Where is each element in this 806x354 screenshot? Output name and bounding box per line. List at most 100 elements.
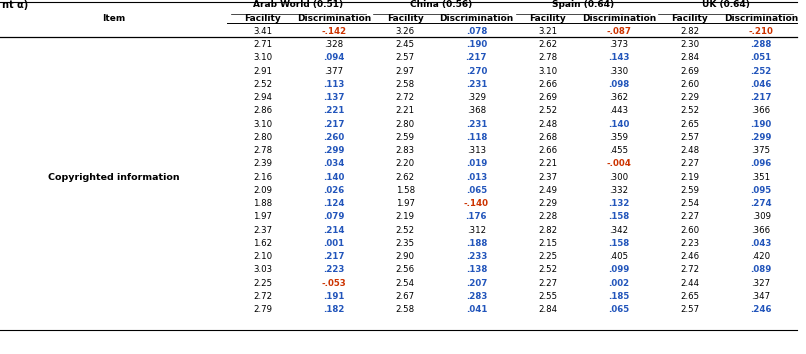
Text: 2.44: 2.44 <box>680 279 700 288</box>
Text: 2.72: 2.72 <box>253 292 272 301</box>
Text: .221: .221 <box>323 107 345 115</box>
Text: .207: .207 <box>466 279 487 288</box>
Text: Discrimination: Discrimination <box>582 14 656 23</box>
Text: 2.59: 2.59 <box>396 133 414 142</box>
Text: 2.54: 2.54 <box>396 279 414 288</box>
Text: .132: .132 <box>608 199 629 208</box>
Text: 2.60: 2.60 <box>680 226 700 235</box>
Text: .190: .190 <box>750 120 772 129</box>
Text: .013: .013 <box>466 173 487 182</box>
Text: .158: .158 <box>609 239 629 248</box>
Text: 1.88: 1.88 <box>253 199 272 208</box>
Text: 2.60: 2.60 <box>680 80 700 89</box>
Text: Discrimination: Discrimination <box>439 14 513 23</box>
Text: 2.65: 2.65 <box>680 292 700 301</box>
Text: 2.78: 2.78 <box>538 53 557 62</box>
Text: 2.69: 2.69 <box>538 93 557 102</box>
Text: .188: .188 <box>466 239 487 248</box>
Text: -.004: -.004 <box>606 159 631 169</box>
Text: Discrimination: Discrimination <box>297 14 371 23</box>
Text: .158: .158 <box>609 212 629 222</box>
Text: .051: .051 <box>750 53 772 62</box>
Text: 3.03: 3.03 <box>253 266 272 274</box>
Text: 2.83: 2.83 <box>396 146 414 155</box>
Text: 2.72: 2.72 <box>680 266 700 274</box>
Text: 2.16: 2.16 <box>253 173 272 182</box>
Text: 3.10: 3.10 <box>538 67 557 76</box>
Text: .094: .094 <box>323 53 345 62</box>
Text: 2.48: 2.48 <box>538 120 557 129</box>
Text: .252: .252 <box>750 67 772 76</box>
Text: 2.71: 2.71 <box>253 40 272 49</box>
Text: .299: .299 <box>323 146 345 155</box>
Text: .455: .455 <box>609 146 629 155</box>
Text: 2.25: 2.25 <box>538 252 557 261</box>
Text: Facility: Facility <box>244 14 281 23</box>
Text: 2.52: 2.52 <box>396 226 414 235</box>
Text: 2.58: 2.58 <box>396 80 414 89</box>
Text: 2.52: 2.52 <box>538 107 557 115</box>
Text: Arab World (0.51): Arab World (0.51) <box>253 0 343 10</box>
Text: .046: .046 <box>750 80 772 89</box>
Text: 3.41: 3.41 <box>253 27 272 36</box>
Text: 2.69: 2.69 <box>680 67 700 76</box>
Text: 1.62: 1.62 <box>253 239 272 248</box>
Text: 2.58: 2.58 <box>396 305 414 314</box>
Text: .368: .368 <box>467 107 486 115</box>
Text: -.210: -.210 <box>749 27 774 36</box>
Text: .214: .214 <box>323 226 345 235</box>
Text: 2.55: 2.55 <box>538 292 557 301</box>
Text: 2.28: 2.28 <box>538 212 557 222</box>
Text: Copyrighted information: Copyrighted information <box>48 173 180 182</box>
Text: 2.46: 2.46 <box>680 252 700 261</box>
Text: 1.97: 1.97 <box>396 199 414 208</box>
Text: 2.09: 2.09 <box>253 186 272 195</box>
Text: -.053: -.053 <box>322 279 347 288</box>
Text: 2.57: 2.57 <box>680 133 700 142</box>
Text: Spain (0.64): Spain (0.64) <box>552 0 614 10</box>
Text: 2.20: 2.20 <box>396 159 414 169</box>
Text: 2.82: 2.82 <box>680 27 700 36</box>
Text: .347: .347 <box>752 292 771 301</box>
Text: 2.72: 2.72 <box>396 93 414 102</box>
Text: 2.80: 2.80 <box>253 133 272 142</box>
Text: .140: .140 <box>323 173 345 182</box>
Text: 3.10: 3.10 <box>253 53 272 62</box>
Text: .137: .137 <box>323 93 345 102</box>
Text: 2.15: 2.15 <box>538 239 557 248</box>
Text: .342: .342 <box>609 226 629 235</box>
Text: .217: .217 <box>750 93 772 102</box>
Text: 2.91: 2.91 <box>253 67 272 76</box>
Text: 2.56: 2.56 <box>396 266 414 274</box>
Text: 2.80: 2.80 <box>396 120 414 129</box>
Text: 2.57: 2.57 <box>396 53 414 62</box>
Text: .217: .217 <box>466 53 487 62</box>
Text: .312: .312 <box>467 226 486 235</box>
Text: -.140: -.140 <box>463 199 488 208</box>
Text: .366: .366 <box>752 226 771 235</box>
Text: 2.21: 2.21 <box>538 159 557 169</box>
Text: Item: Item <box>102 14 125 23</box>
Text: .270: .270 <box>466 67 487 76</box>
Text: 2.54: 2.54 <box>680 199 700 208</box>
Text: .124: .124 <box>323 199 345 208</box>
Text: .362: .362 <box>609 93 629 102</box>
Text: 2.68: 2.68 <box>538 133 557 142</box>
Text: Facility: Facility <box>530 14 566 23</box>
Text: .185: .185 <box>609 292 629 301</box>
Text: .366: .366 <box>752 107 771 115</box>
Text: .138: .138 <box>466 266 487 274</box>
Text: .002: .002 <box>609 279 629 288</box>
Text: .313: .313 <box>467 146 486 155</box>
Text: 2.86: 2.86 <box>253 107 272 115</box>
Text: .300: .300 <box>609 173 629 182</box>
Text: .065: .065 <box>609 305 629 314</box>
Text: Facility: Facility <box>387 14 423 23</box>
Text: 3.10: 3.10 <box>253 120 272 129</box>
Text: .143: .143 <box>608 53 629 62</box>
Text: .233: .233 <box>466 252 487 261</box>
Text: 2.66: 2.66 <box>538 80 557 89</box>
Text: 2.78: 2.78 <box>253 146 272 155</box>
Text: .288: .288 <box>750 40 772 49</box>
Text: .377: .377 <box>324 67 343 76</box>
